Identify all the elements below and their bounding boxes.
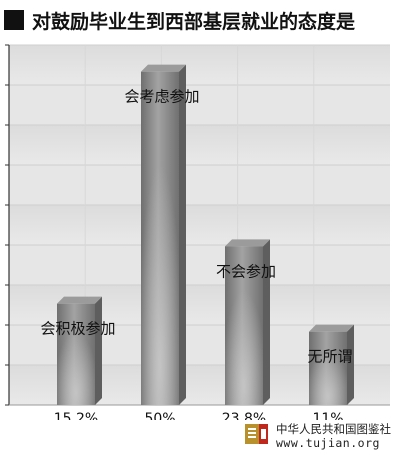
bar-side <box>347 324 354 405</box>
chart-title-row: 对鼓励毕业生到西部基层就业的态度是 <box>0 0 400 40</box>
footer-url-link[interactable]: www.tujian.org <box>276 436 380 450</box>
bar-top <box>309 324 354 332</box>
bar-top <box>141 64 186 72</box>
tujian-logo-icon <box>245 424 268 444</box>
y-ticks <box>5 44 9 406</box>
value-label: 23.8% <box>222 411 266 420</box>
bar-2 <box>141 64 186 406</box>
bar-glow <box>57 303 95 405</box>
bar-glow <box>309 331 347 405</box>
value-label: 15.2% <box>54 411 98 420</box>
bar-side <box>95 296 102 405</box>
bar-3 <box>225 239 270 405</box>
value-label: 11% <box>312 411 343 420</box>
category-label: 不会参加 <box>216 262 276 280</box>
bar-top <box>57 296 102 304</box>
title-square-icon <box>4 10 24 30</box>
bar-glow <box>141 71 179 406</box>
grid-band <box>9 45 390 85</box>
grid-band <box>9 205 390 245</box>
chart-title: 对鼓励毕业生到西部基层就业的态度是 <box>32 10 356 33</box>
bars <box>57 64 354 406</box>
bar-side <box>179 64 186 406</box>
category-label: 无所谓 <box>307 348 352 366</box>
value-labels: 15.2% 50% 23.8% 11% <box>54 411 344 420</box>
bar-4 <box>309 324 354 405</box>
category-label: 会积极参加 <box>40 320 115 338</box>
category-label: 会考虑参加 <box>124 88 199 106</box>
footer-org-name: 中华人民共和国图鉴社 <box>276 422 391 436</box>
bar-top <box>225 239 270 247</box>
bar-glow <box>225 246 263 405</box>
bar-1 <box>57 296 102 405</box>
footer-credit: 中华人民共和国图鉴社 www.tujian.org <box>244 419 400 453</box>
grid-band <box>9 125 390 165</box>
value-label: 50% <box>144 411 175 420</box>
bar-side <box>263 239 270 405</box>
